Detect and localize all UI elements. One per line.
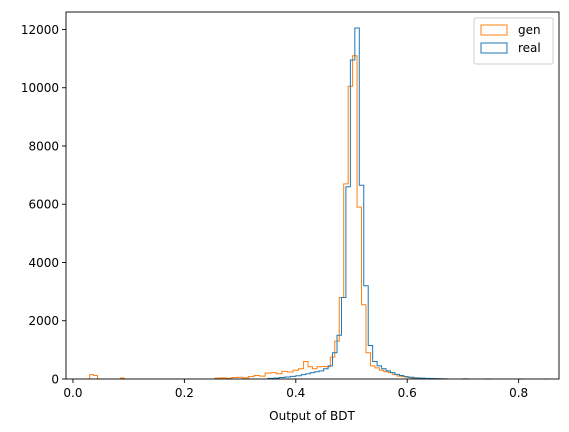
legend: gen real [473,17,554,65]
x-axis: 0.0 0.2 0.4 0.6 0.8 [63,379,528,400]
legend-swatch-gen [480,24,508,36]
y-tick-label: 0 [51,373,59,387]
legend-swatch-real [480,42,508,54]
y-tick-label: 6000 [28,198,59,212]
legend-label-real: real [518,41,541,55]
x-tick-label: 0.6 [398,386,417,400]
y-tick-label: 12000 [21,23,59,37]
series-layer [89,27,550,380]
plot-area [65,11,560,380]
x-tick-label: 0.4 [286,386,305,400]
axes-frame [65,11,560,380]
x-tick-label: 0.0 [63,386,82,400]
legend-label-gen: gen [518,23,541,37]
y-tick-label: 4000 [28,256,59,270]
x-tick-label: 0.8 [509,386,528,400]
y-axis: 0 2000 4000 6000 8000 10000 12000 [21,23,66,387]
series-real-line [267,27,550,380]
series-gen-line [89,55,447,380]
x-tick-label: 0.2 [175,386,194,400]
y-tick-label: 8000 [28,139,59,153]
y-tick-label: 2000 [28,314,59,328]
y-tick-label: 10000 [21,81,59,95]
x-axis-title: Output of BDT [269,409,355,423]
